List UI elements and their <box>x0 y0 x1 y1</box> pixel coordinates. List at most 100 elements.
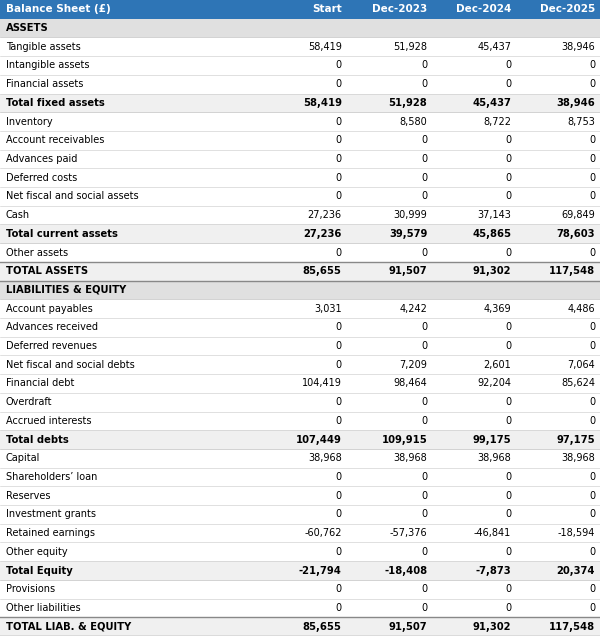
Text: 0: 0 <box>589 154 595 164</box>
Text: 0: 0 <box>335 116 342 127</box>
Bar <box>516 524 600 543</box>
Bar <box>516 243 600 262</box>
Bar <box>516 543 600 561</box>
Bar <box>261 580 347 598</box>
Text: Other assets: Other assets <box>6 247 68 258</box>
Bar <box>0 356 261 374</box>
Text: 0: 0 <box>335 416 342 426</box>
Bar <box>432 598 516 618</box>
Text: 91,507: 91,507 <box>389 266 427 276</box>
Text: 0: 0 <box>421 397 427 407</box>
Bar <box>261 206 347 225</box>
Bar <box>516 336 600 356</box>
Text: 0: 0 <box>589 341 595 351</box>
Bar <box>347 430 432 449</box>
Text: 0: 0 <box>589 60 595 71</box>
Bar <box>516 131 600 149</box>
Bar <box>0 187 261 206</box>
Bar <box>0 598 261 618</box>
Bar <box>432 411 516 430</box>
Bar <box>261 318 347 336</box>
Text: 0: 0 <box>335 491 342 501</box>
Text: Financial debt: Financial debt <box>6 378 74 389</box>
Text: 0: 0 <box>505 584 511 594</box>
Text: 0: 0 <box>335 60 342 71</box>
Text: 0: 0 <box>589 472 595 482</box>
Bar <box>261 56 347 75</box>
Bar <box>516 580 600 598</box>
Bar <box>516 262 600 280</box>
Text: Dec-2023: Dec-2023 <box>372 4 427 15</box>
Text: 0: 0 <box>421 472 427 482</box>
Bar <box>516 598 600 618</box>
Bar <box>0 430 261 449</box>
Text: Other liabilities: Other liabilities <box>6 603 80 613</box>
Bar <box>347 300 432 318</box>
Bar <box>432 169 516 187</box>
Text: 0: 0 <box>589 509 595 520</box>
Text: Dec-2024: Dec-2024 <box>456 4 511 15</box>
Text: 0: 0 <box>505 341 511 351</box>
Text: Start: Start <box>312 4 342 15</box>
Text: Advances received: Advances received <box>6 322 98 333</box>
Bar <box>432 18 516 38</box>
Bar <box>432 374 516 393</box>
Text: 0: 0 <box>505 322 511 333</box>
Bar <box>347 580 432 598</box>
Bar <box>0 149 261 169</box>
Bar <box>347 18 432 38</box>
Bar <box>347 598 432 618</box>
Bar <box>432 430 516 449</box>
Bar <box>347 38 432 56</box>
Bar <box>432 206 516 225</box>
Text: 0: 0 <box>335 509 342 520</box>
Text: 117,548: 117,548 <box>549 266 595 276</box>
Text: 37,143: 37,143 <box>478 210 511 220</box>
Text: 0: 0 <box>335 79 342 89</box>
Text: Dec-2025: Dec-2025 <box>540 4 595 15</box>
Text: -21,794: -21,794 <box>299 565 342 576</box>
Text: 0: 0 <box>421 491 427 501</box>
Bar <box>261 598 347 618</box>
Bar <box>0 280 261 300</box>
Bar <box>261 75 347 93</box>
Bar <box>516 112 600 131</box>
Bar <box>261 18 347 38</box>
Text: -57,376: -57,376 <box>389 528 427 538</box>
Text: 0: 0 <box>589 416 595 426</box>
Bar <box>261 300 347 318</box>
Text: 0: 0 <box>335 603 342 613</box>
Bar <box>516 487 600 505</box>
Text: Reserves: Reserves <box>6 491 50 501</box>
Text: 0: 0 <box>505 547 511 557</box>
Text: 0: 0 <box>505 135 511 145</box>
Text: 85,624: 85,624 <box>561 378 595 389</box>
Text: 0: 0 <box>335 135 342 145</box>
Bar <box>0 93 261 112</box>
Bar <box>432 149 516 169</box>
Bar <box>347 187 432 206</box>
Bar <box>347 93 432 112</box>
Bar <box>432 262 516 280</box>
Text: 0: 0 <box>421 322 427 333</box>
Text: 0: 0 <box>421 509 427 520</box>
Bar <box>516 505 600 524</box>
Text: 0: 0 <box>505 509 511 520</box>
Bar <box>516 38 600 56</box>
Text: Overdraft: Overdraft <box>6 397 53 407</box>
Bar <box>261 187 347 206</box>
Bar <box>0 112 261 131</box>
Text: 7,064: 7,064 <box>568 360 595 370</box>
Text: 0: 0 <box>421 341 427 351</box>
Bar <box>432 336 516 356</box>
Bar <box>347 280 432 300</box>
Text: 39,579: 39,579 <box>389 229 427 239</box>
Bar <box>261 225 347 243</box>
Bar <box>516 56 600 75</box>
Text: Total debts: Total debts <box>6 434 69 445</box>
Bar <box>261 169 347 187</box>
Bar <box>516 318 600 336</box>
Bar <box>432 356 516 374</box>
Bar <box>516 93 600 112</box>
Bar <box>516 561 600 580</box>
